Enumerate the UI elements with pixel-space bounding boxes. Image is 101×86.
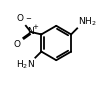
Text: NH$_2$: NH$_2$ <box>78 15 96 28</box>
Text: H$_2$N: H$_2$N <box>16 58 35 71</box>
Text: N: N <box>27 27 34 36</box>
Text: +: + <box>32 24 38 30</box>
Text: O: O <box>16 14 23 23</box>
Text: −: − <box>25 15 31 22</box>
Text: O: O <box>14 40 21 49</box>
